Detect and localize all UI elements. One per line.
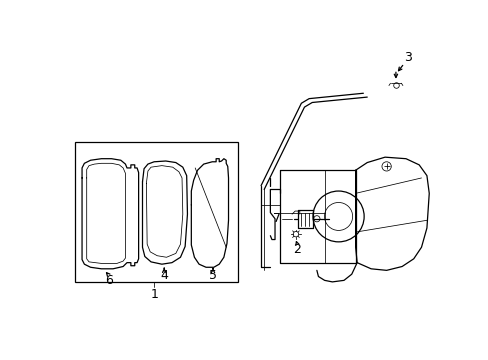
Text: 2: 2 (293, 243, 301, 256)
Bar (75, 142, 237, 282)
Text: 3: 3 (403, 50, 410, 64)
Text: 4: 4 (160, 269, 168, 282)
Text: 6: 6 (105, 274, 113, 287)
Text: 1: 1 (150, 288, 158, 301)
Text: 7: 7 (272, 212, 280, 225)
Text: 5: 5 (208, 269, 217, 282)
